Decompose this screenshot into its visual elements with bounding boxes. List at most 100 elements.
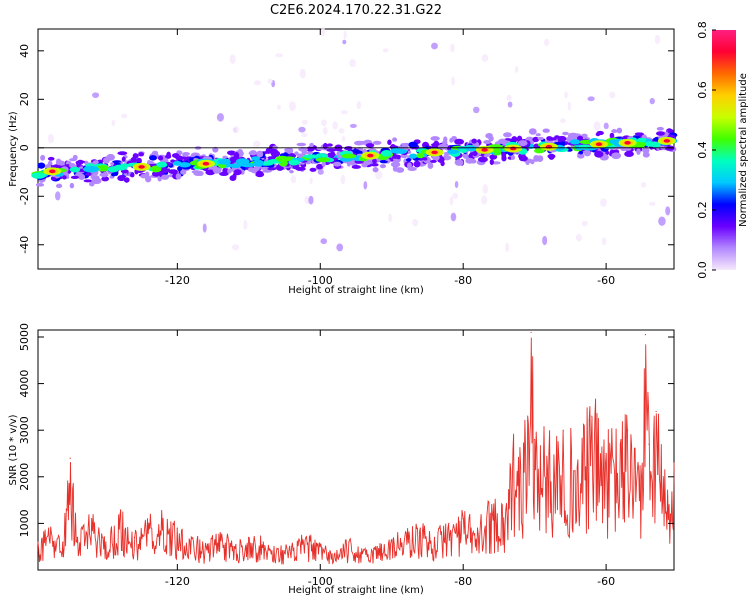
heatmap-cell bbox=[503, 132, 512, 138]
heatmap-cell bbox=[547, 153, 556, 159]
snr-point bbox=[548, 452, 550, 455]
heatmap-hotspot bbox=[579, 144, 590, 150]
snr-point bbox=[491, 504, 493, 506]
heatmap-cell bbox=[578, 150, 584, 155]
heatmap-hotspot bbox=[107, 166, 119, 173]
heatmap-cell bbox=[351, 164, 361, 169]
heatmap-hotspot bbox=[534, 148, 545, 154]
heatmap-noise bbox=[542, 235, 548, 246]
heatmap-cell bbox=[262, 169, 272, 173]
heatmap-noise bbox=[412, 218, 419, 227]
heatmap-peak bbox=[481, 148, 488, 152]
heatmap-noise bbox=[341, 135, 346, 142]
heatmap-xlabel: Height of straight line (km) bbox=[288, 285, 424, 296]
snr-point bbox=[619, 443, 622, 445]
heatmap-cell bbox=[353, 140, 364, 146]
heatmap-peak bbox=[624, 141, 631, 145]
heatmap-noise bbox=[267, 78, 273, 84]
heatmap-hotspot bbox=[492, 147, 501, 154]
heatmap-cell bbox=[361, 162, 368, 168]
snr-xlabel: Height of straight line (km) bbox=[288, 585, 424, 596]
heatmap-noise bbox=[505, 242, 510, 252]
heatmap-cell bbox=[233, 169, 242, 176]
snr-point bbox=[291, 546, 293, 548]
heatmap-noise bbox=[450, 43, 455, 53]
snr-point bbox=[90, 518, 93, 520]
heatmap-cell bbox=[132, 153, 139, 159]
heatmap-cell bbox=[595, 132, 601, 137]
heatmap-noise bbox=[320, 26, 326, 37]
heatmap-cell bbox=[323, 142, 328, 150]
snr-point bbox=[512, 448, 514, 450]
heatmap-hotspot bbox=[119, 163, 130, 168]
heatmap-cell bbox=[240, 169, 245, 175]
heatmap-peak bbox=[367, 153, 374, 158]
snr-point bbox=[405, 532, 407, 534]
snr-point bbox=[530, 331, 532, 333]
heatmap-noise bbox=[340, 110, 349, 115]
heatmap-cell bbox=[316, 163, 324, 170]
heatmap-cell bbox=[470, 159, 477, 164]
snr-point bbox=[644, 334, 647, 336]
heatmap-noise bbox=[600, 198, 607, 207]
heatmap-cell bbox=[542, 128, 550, 133]
heatmap-noise bbox=[308, 195, 314, 205]
heatmap-hotspot bbox=[69, 166, 81, 173]
colorbar-tick-label: 0.4 bbox=[696, 141, 709, 159]
heatmap-cell bbox=[177, 165, 183, 172]
heatmap-cell bbox=[284, 148, 293, 152]
heatmap-cell bbox=[370, 163, 379, 167]
heatmap-cell bbox=[406, 162, 412, 169]
heatmap-cell bbox=[352, 149, 360, 154]
heatmap-cell bbox=[69, 182, 75, 189]
snr-xtick-label: -80 bbox=[454, 575, 472, 588]
snr-point bbox=[176, 527, 178, 529]
heatmap-cell bbox=[372, 140, 382, 145]
snr-point bbox=[305, 536, 307, 538]
heatmap-cell bbox=[616, 127, 623, 134]
snr-point bbox=[673, 462, 675, 464]
heatmap-noise bbox=[388, 213, 392, 223]
heatmap-cell bbox=[530, 159, 535, 165]
heatmap-noise bbox=[559, 118, 566, 124]
heatmap-hotspot bbox=[150, 165, 162, 173]
heatmap-cell bbox=[309, 167, 317, 172]
heatmap-xtick-label: -80 bbox=[454, 274, 472, 287]
snr-point bbox=[419, 527, 421, 529]
heatmap-noise bbox=[253, 80, 262, 86]
heatmap-cell bbox=[102, 157, 110, 164]
heatmap-cell bbox=[257, 170, 262, 175]
heatmap-cell bbox=[83, 160, 89, 165]
snr-point bbox=[391, 539, 393, 541]
heatmap-cell bbox=[158, 155, 164, 161]
heatmap-cell bbox=[147, 159, 152, 166]
heatmap-cell bbox=[247, 167, 256, 173]
heatmap-noise bbox=[654, 34, 661, 45]
snr-ytick-label: 3000 bbox=[18, 416, 31, 444]
heatmap-hotspot bbox=[650, 141, 661, 148]
heatmap-noise bbox=[288, 101, 296, 112]
heatmap-cell bbox=[117, 175, 126, 182]
heatmap-cell bbox=[333, 161, 342, 167]
snr-point bbox=[562, 429, 564, 431]
heatmap-noise bbox=[216, 113, 224, 122]
heatmap-cell bbox=[472, 150, 478, 157]
heatmap-cell bbox=[162, 169, 168, 174]
heatmap-cell bbox=[387, 139, 392, 146]
snr-point bbox=[462, 518, 464, 520]
heatmap-cell bbox=[205, 169, 216, 176]
snr-point bbox=[362, 550, 364, 552]
snr-point bbox=[669, 513, 672, 515]
colorbar-tick-label: 0.2 bbox=[696, 201, 709, 219]
heatmap-noise bbox=[482, 184, 488, 195]
heatmap-cell bbox=[55, 160, 65, 166]
heatmap-cell bbox=[180, 169, 187, 175]
heatmap-peak bbox=[510, 146, 517, 151]
heatmap-peak bbox=[49, 169, 56, 174]
heatmap-noise bbox=[665, 206, 671, 216]
heatmap-hotspot bbox=[240, 163, 256, 168]
heatmap-cell bbox=[267, 167, 277, 171]
heatmap-noise bbox=[601, 237, 607, 246]
heatmap-noise bbox=[449, 196, 454, 206]
snr-line bbox=[37, 337, 675, 565]
